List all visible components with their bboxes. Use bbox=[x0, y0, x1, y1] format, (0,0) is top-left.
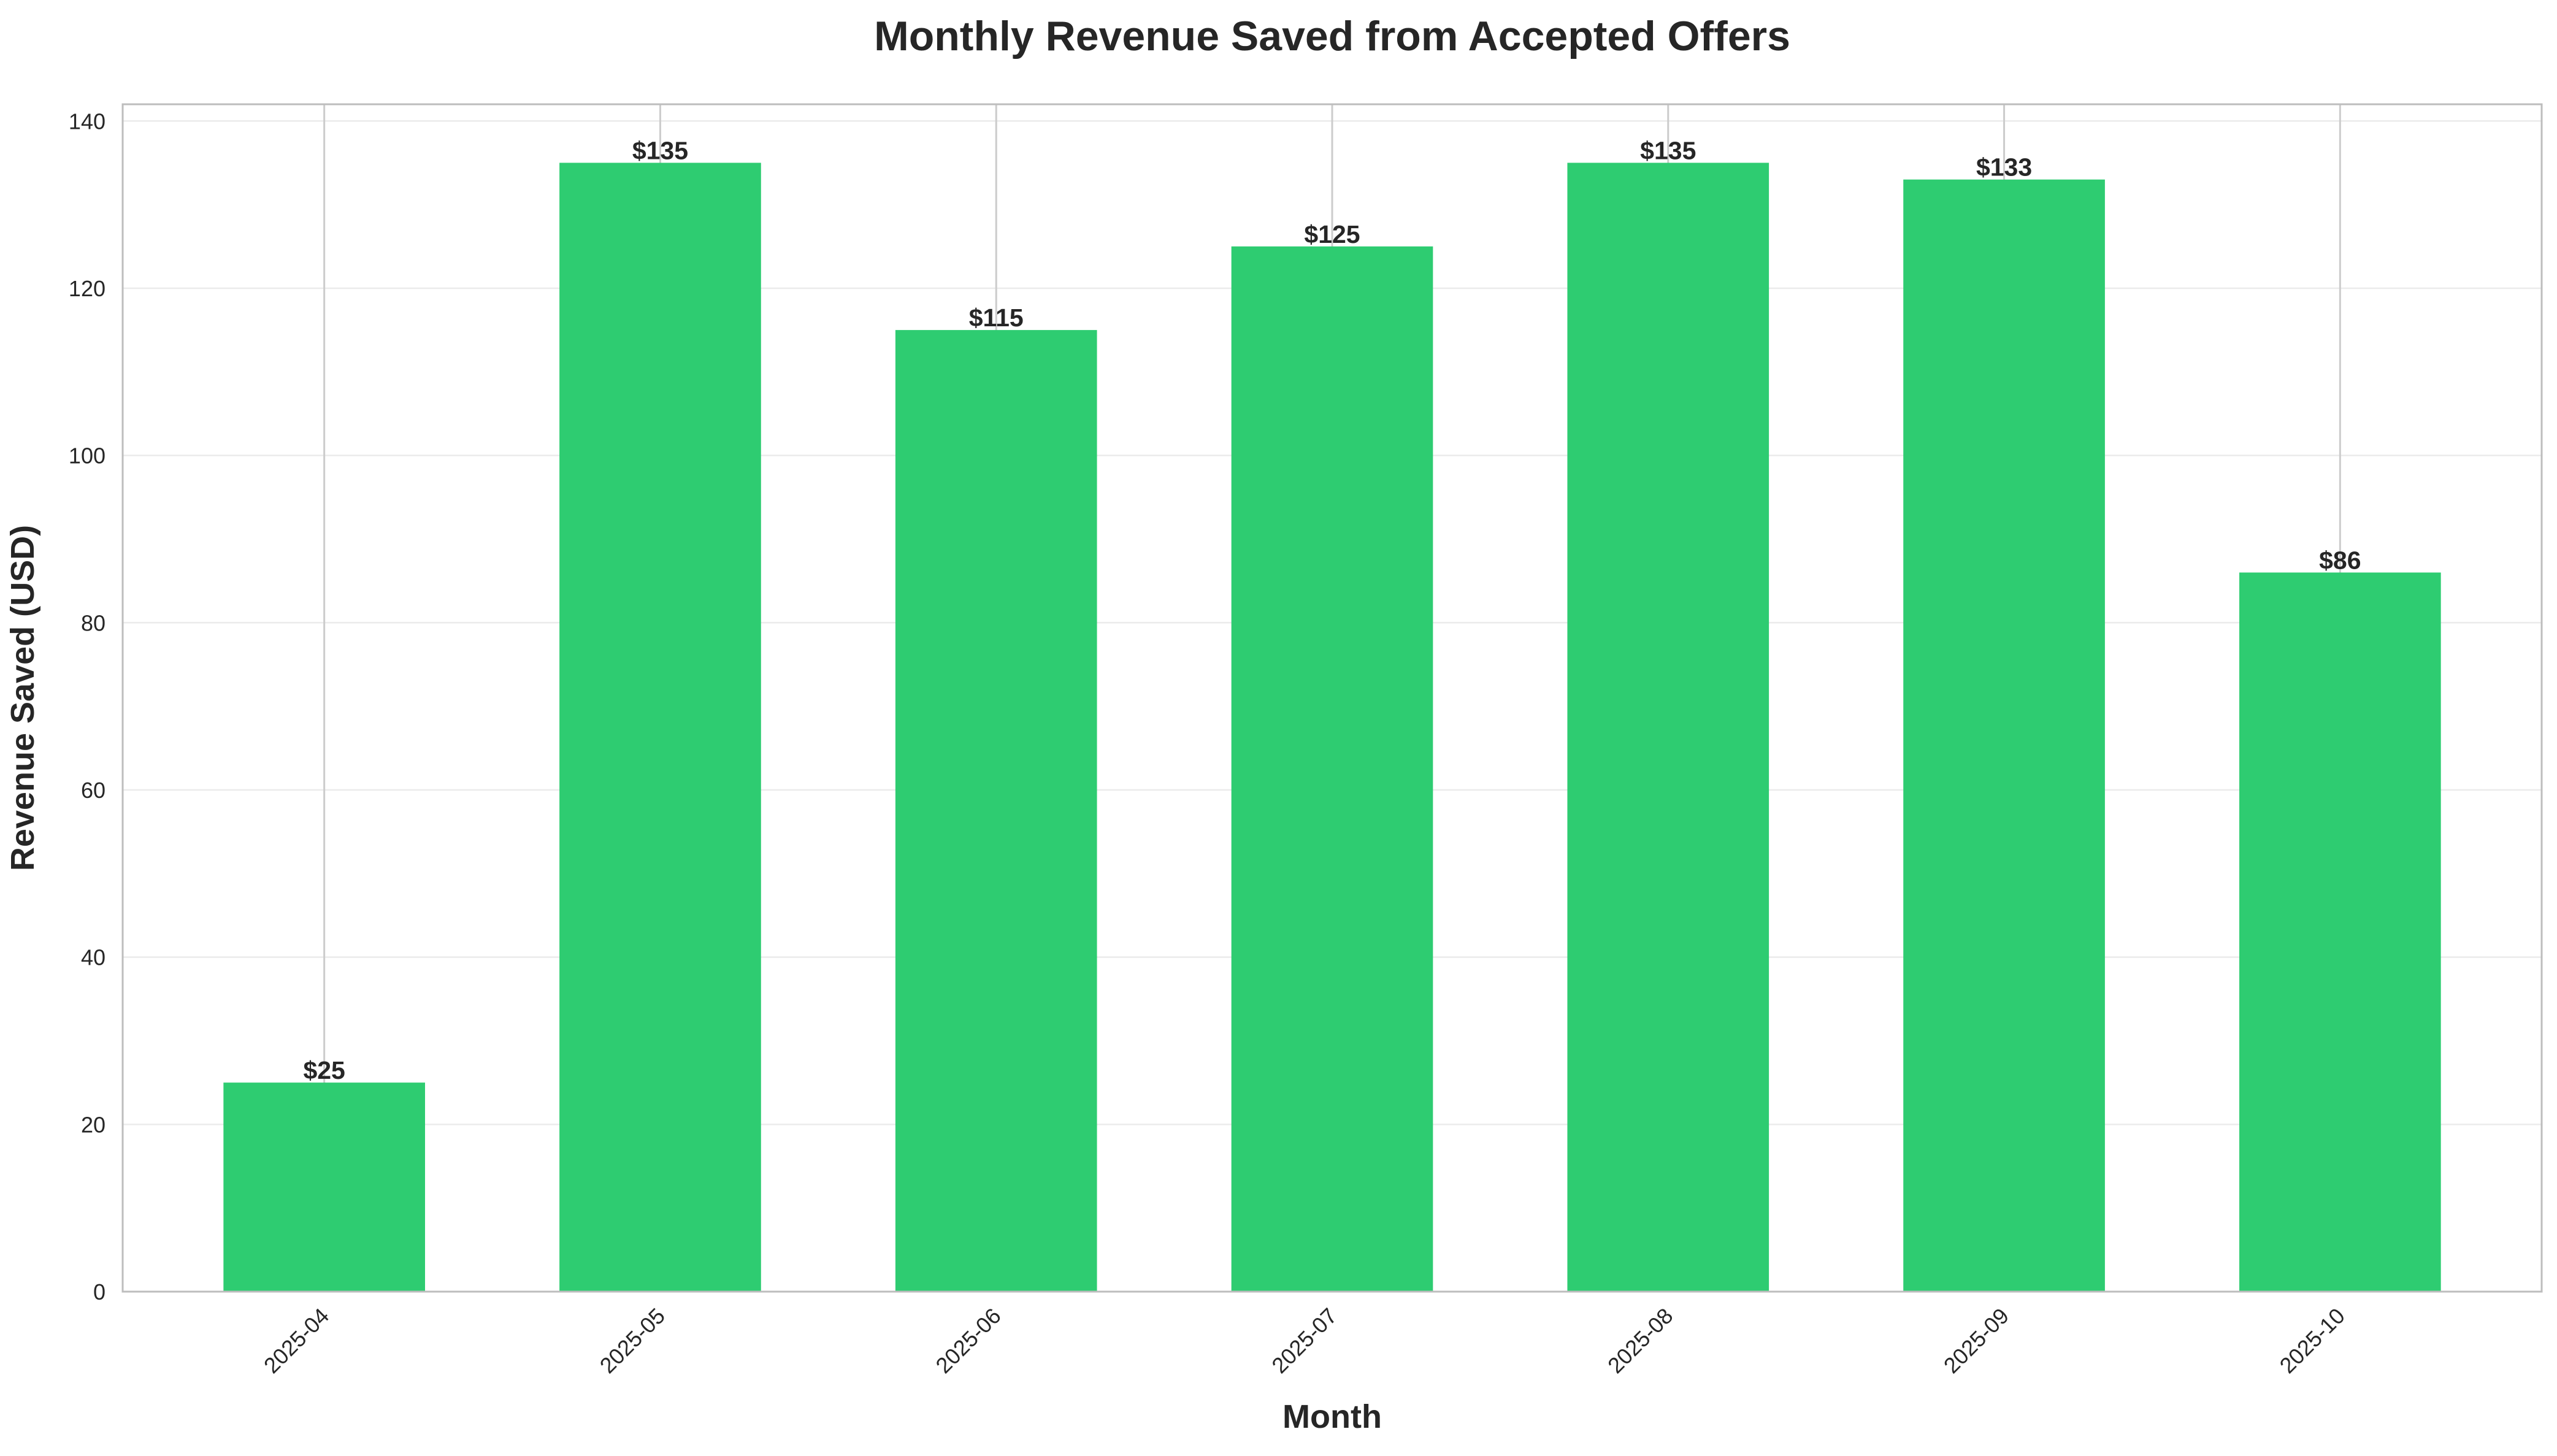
bars-layer bbox=[223, 163, 2441, 1292]
bar bbox=[223, 1082, 425, 1292]
y-tick-label: 20 bbox=[81, 1112, 105, 1137]
bar bbox=[1903, 179, 2105, 1292]
labels-layer: $25 $135 $115 $125 $135 $133 $86 bbox=[303, 136, 2361, 1084]
plot-frame bbox=[121, 103, 2543, 1293]
y-tick-label: 40 bbox=[81, 945, 105, 970]
bar-value-label: $25 bbox=[303, 1056, 345, 1084]
y-tick-label: 140 bbox=[69, 109, 105, 134]
x-axis-label: Month bbox=[1282, 1398, 1382, 1435]
y-axis-label: Revenue Saved (USD) bbox=[4, 525, 41, 871]
bar-value-label: $125 bbox=[1304, 220, 1360, 248]
bar bbox=[2239, 572, 2441, 1292]
bar bbox=[559, 163, 761, 1292]
y-tick-label: 0 bbox=[93, 1279, 105, 1305]
bar-value-label: $86 bbox=[2319, 546, 2361, 574]
bar-value-label: $115 bbox=[969, 304, 1024, 332]
bar bbox=[1567, 163, 1769, 1292]
bar bbox=[1231, 246, 1433, 1292]
y-tick-label: 100 bbox=[69, 443, 105, 469]
bar bbox=[895, 330, 1097, 1292]
bar-value-label: $133 bbox=[1976, 153, 2032, 182]
bar-value-label: $135 bbox=[1640, 136, 1696, 164]
y-tick-label: 60 bbox=[81, 778, 105, 803]
chart-title: Monthly Revenue Saved from Accepted Offe… bbox=[874, 13, 1790, 59]
y-tick-label: 120 bbox=[69, 276, 105, 301]
y-tick-label: 80 bbox=[81, 610, 105, 635]
bar-value-label: $135 bbox=[632, 136, 688, 164]
